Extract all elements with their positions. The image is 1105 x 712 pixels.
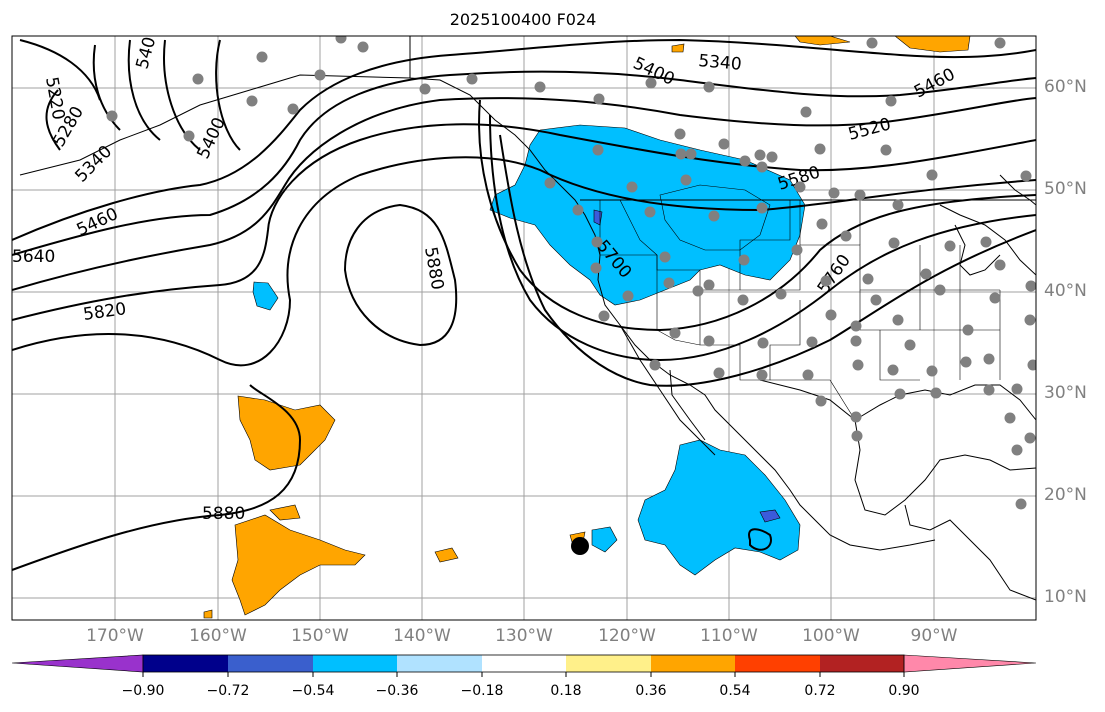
lat-label: 60°N bbox=[1044, 77, 1087, 97]
lat-label: 20°N bbox=[1044, 485, 1087, 505]
contour-label: 5340 bbox=[698, 51, 743, 75]
lon-label: 170°W bbox=[86, 626, 144, 646]
colorbar-label: 0.90 bbox=[888, 683, 920, 699]
lat-label: 50°N bbox=[1044, 179, 1087, 199]
lon-label: 100°W bbox=[802, 626, 860, 646]
station-dots bbox=[106, 36, 1036, 510]
lon-label: 140°W bbox=[393, 626, 451, 646]
height-contours bbox=[12, 38, 1036, 571]
contour-label: 5640 bbox=[12, 247, 55, 267]
lon-label: 150°W bbox=[291, 626, 349, 646]
colorbar-label: 0.18 bbox=[550, 683, 582, 699]
lat-label: 30°N bbox=[1044, 383, 1087, 403]
lat-label: 10°N bbox=[1044, 587, 1087, 607]
lon-label: 130°W bbox=[495, 626, 553, 646]
colorbar-label: 0.36 bbox=[635, 683, 667, 699]
colorbar-label: 0.72 bbox=[804, 683, 836, 699]
colorbar-label: −0.54 bbox=[291, 683, 335, 699]
lon-label: 160°W bbox=[189, 626, 247, 646]
state-boundaries bbox=[599, 199, 1001, 421]
lon-label: 110°W bbox=[700, 626, 758, 646]
coastlines bbox=[19, 36, 1036, 601]
contour-label: 5880 bbox=[202, 504, 245, 524]
lat-label: 40°N bbox=[1044, 281, 1087, 301]
lon-label: 90°W bbox=[910, 626, 958, 646]
colorbar-label: 0.54 bbox=[719, 683, 751, 699]
colorbar-label: −0.90 bbox=[121, 683, 165, 699]
colorbar-label: −0.18 bbox=[460, 683, 504, 699]
positive-anomaly-regions bbox=[203, 36, 971, 619]
lon-label: 120°W bbox=[598, 626, 656, 646]
map-frame bbox=[11, 35, 1037, 621]
island-marker bbox=[571, 537, 589, 555]
map-title: 2025100400 F024 bbox=[449, 10, 597, 29]
colorbar-label: −0.72 bbox=[206, 683, 250, 699]
colorbar-label: −0.36 bbox=[375, 683, 419, 699]
negative-anomaly-regions bbox=[252, 124, 806, 576]
colorbar bbox=[11, 654, 1037, 677]
